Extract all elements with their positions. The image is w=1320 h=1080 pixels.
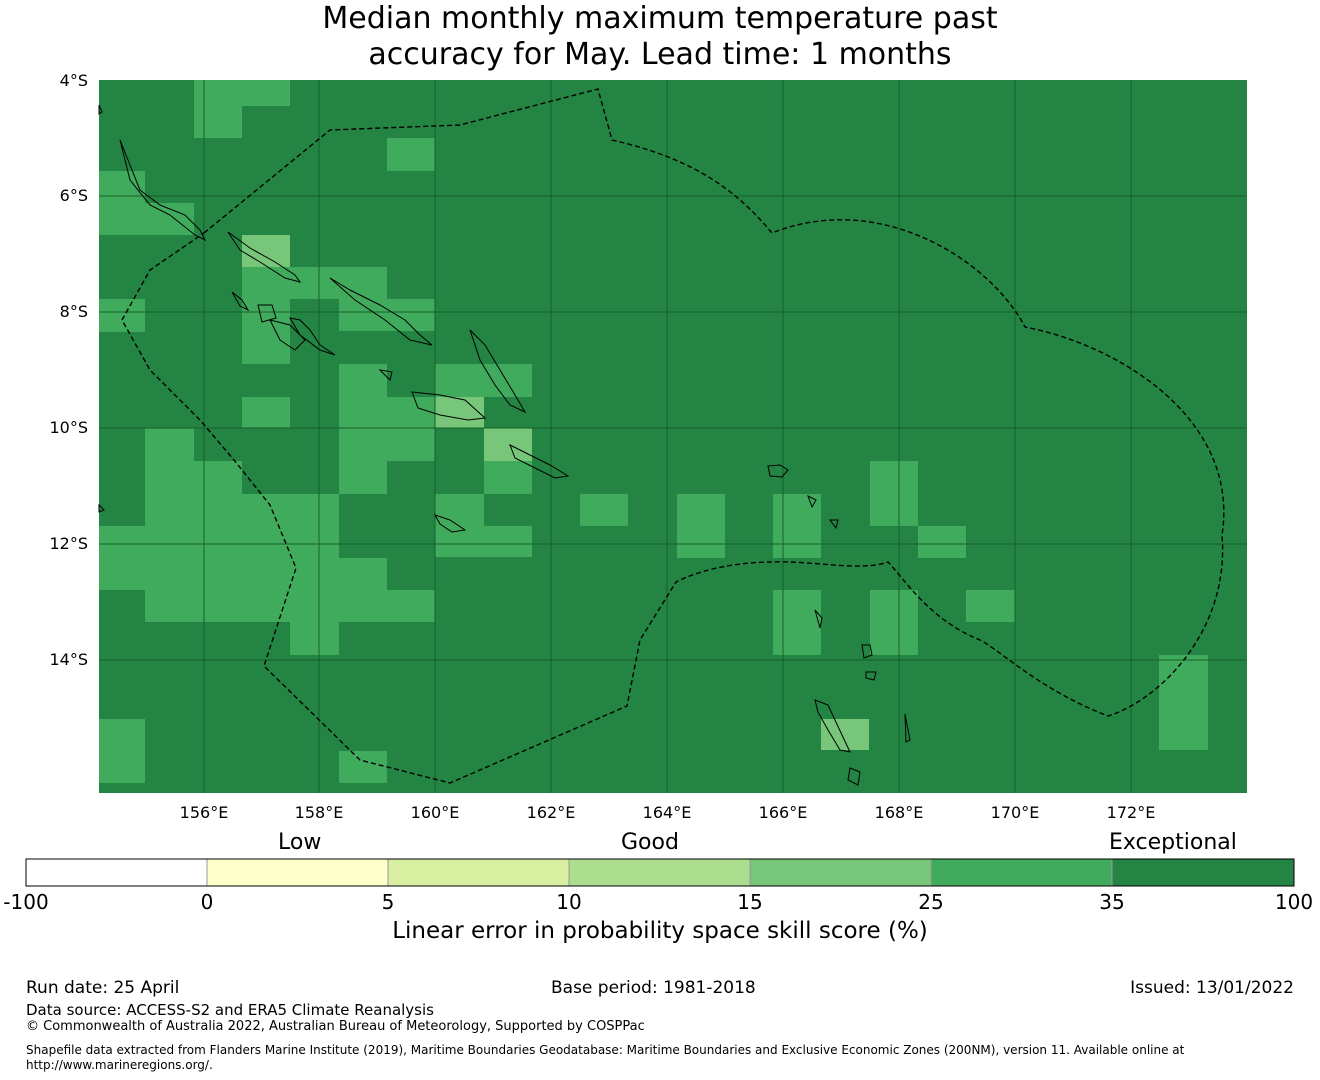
category-low: Low: [278, 830, 322, 855]
colorbar-tick: 100: [1274, 890, 1314, 914]
lon-label: 164°E: [642, 803, 692, 822]
lon-label: 162°E: [526, 803, 576, 822]
lon-label: 170°E: [990, 803, 1040, 822]
lat-label: 12°S: [49, 534, 88, 553]
category-exceptional: Exceptional: [1109, 830, 1237, 855]
lon-label: 158°E: [294, 803, 344, 822]
colorbar-tick: 5: [381, 890, 395, 914]
issued-date: Issued: 13/01/2022: [1130, 978, 1294, 998]
lon-label: 168°E: [874, 803, 924, 822]
base-period: Base period: 1981-2018: [551, 978, 756, 998]
map-area: [99, 80, 1247, 793]
lon-label: 156°E: [179, 803, 229, 822]
skill-cells-25-35: [99, 80, 1208, 783]
map-title-line2: accuracy for May. Lead time: 1 months: [368, 37, 952, 72]
lat-label: 8°S: [59, 302, 88, 321]
coastlines: [98, 104, 911, 786]
colorbar-outline: [25, 858, 1295, 887]
colorbar-tick: 0: [200, 890, 214, 914]
shapefile-url: http://www.marineregions.org/.: [26, 1058, 213, 1072]
graticule: [99, 80, 1247, 793]
colorbar-label: Linear error in probability space skill …: [392, 918, 928, 944]
colorbar-tick: 25: [918, 890, 944, 914]
lon-label: 160°E: [410, 803, 460, 822]
map-title-line1: Median monthly maximum temperature past: [322, 1, 998, 36]
lat-label: 6°S: [59, 186, 88, 205]
colorbar: [25, 858, 1295, 887]
skill-cells-15-25: [242, 235, 869, 750]
run-date: Run date: 25 April: [26, 978, 180, 998]
copyright: © Commonwealth of Australia 2022, Austra…: [26, 1019, 645, 1034]
lat-label: 4°S: [59, 71, 88, 90]
category-good: Good: [621, 830, 679, 855]
lat-label: 14°S: [49, 650, 88, 669]
colorbar-tick: -100: [3, 890, 49, 914]
lon-label: 166°E: [758, 803, 808, 822]
lat-label: 10°S: [49, 418, 88, 437]
data-source: Data source: ACCESS-S2 and ERA5 Climate …: [26, 1001, 434, 1019]
colorbar-tick: 15: [737, 890, 763, 914]
shapefile-credit: Shapefile data extracted from Flanders M…: [26, 1043, 1185, 1057]
eez-boundary: [121, 88, 1225, 784]
lon-label: 172°E: [1106, 803, 1156, 822]
colorbar-tick: 35: [1099, 890, 1125, 914]
colorbar-tick: 10: [556, 890, 582, 914]
